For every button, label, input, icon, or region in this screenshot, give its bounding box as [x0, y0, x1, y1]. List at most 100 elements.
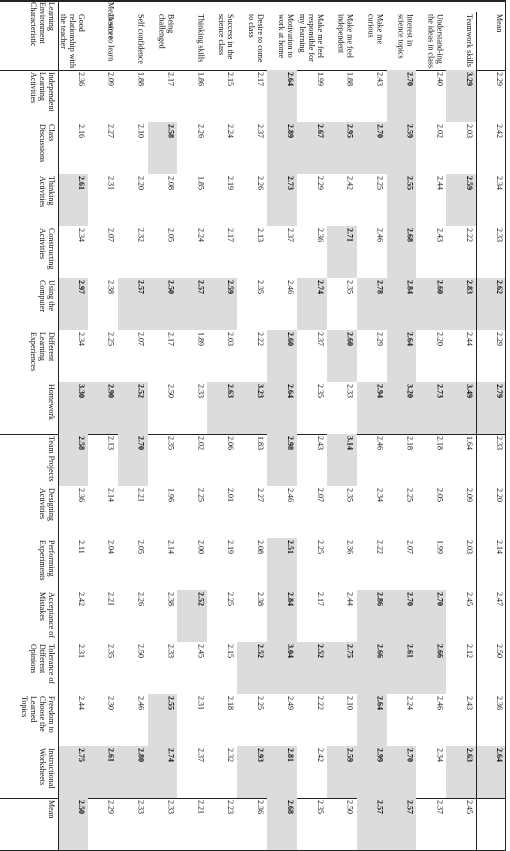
- table-cell: 2.24: [405, 696, 415, 710]
- table-cell: 2.50: [166, 384, 176, 398]
- table-cell: 2.50: [345, 800, 355, 814]
- column-header: Interest in science topics: [396, 14, 415, 59]
- table-cell: 2.90: [87, 382, 118, 434]
- table-cell: 2.60: [326, 330, 357, 382]
- table-cell: 2.26: [136, 592, 146, 606]
- table-cell: 2.46: [285, 488, 295, 502]
- table-cell: 2.33: [166, 800, 176, 814]
- table-cell: 2.29: [375, 332, 385, 346]
- table-cell: 2.17: [256, 72, 266, 86]
- table-cell: 2.14: [106, 488, 116, 502]
- table-cell: 2.57: [117, 278, 148, 330]
- rule: [505, 0, 506, 850]
- table-cell: 1.99: [435, 540, 445, 554]
- table-cell: 2.29: [106, 800, 116, 814]
- column-header: Success in the science class: [217, 14, 236, 60]
- table-cell: 3.04: [267, 642, 297, 694]
- table-cell: 2.18: [435, 436, 445, 450]
- rule: [476, 12, 478, 850]
- column-header: Make me feel independent: [336, 14, 355, 58]
- table-cell: 2.25: [226, 592, 236, 606]
- table-cell: 2.84: [267, 590, 297, 642]
- table-cell: 2.31: [106, 176, 116, 190]
- table-cell: 2.84: [386, 278, 417, 330]
- table-cell: 2.22: [375, 540, 385, 554]
- table-cell: 2.22: [315, 696, 325, 710]
- row-label: Constructing Activities: [38, 228, 56, 270]
- table-cell: 1.85: [196, 176, 206, 190]
- table-cell: 2.52: [296, 642, 327, 694]
- table-cell: 2.02: [435, 124, 445, 138]
- table-cell: 2.46: [285, 280, 295, 294]
- table-cell: 2.59: [446, 174, 477, 226]
- table-cell: 2.19: [226, 176, 236, 190]
- rule: [0, 798, 506, 800]
- table-cell: 2.05: [136, 540, 146, 554]
- table-cell: 2.81: [267, 746, 297, 798]
- table-cell: 2.21: [136, 488, 146, 502]
- table-cell: 3.23: [237, 382, 268, 434]
- table-cell: 2.35: [106, 644, 116, 658]
- table-cell: 2.47: [494, 592, 504, 606]
- table-cell: 2.34: [76, 228, 86, 242]
- table-cell: 2.74: [296, 278, 327, 330]
- table-cell: 2.08: [166, 176, 176, 190]
- table-cell: 1.64: [465, 436, 475, 450]
- table-cell: 2.25: [315, 540, 325, 554]
- table-cell: 2.36: [256, 800, 266, 814]
- row-label: Performing Experiments: [38, 540, 56, 581]
- table-cell: 2.61: [87, 746, 118, 798]
- row-label: Independent Learning Activities: [29, 72, 56, 112]
- table-cell: 2.05: [166, 228, 176, 242]
- table-cell: 2.15: [226, 72, 236, 86]
- table-cell: 3.20: [386, 382, 417, 434]
- table-cell: 2.44: [345, 592, 355, 606]
- table-cell: 2.99: [356, 746, 387, 798]
- table-cell: 2.27: [256, 488, 266, 502]
- table-cell: 2.03: [465, 124, 475, 138]
- column-header: Desire to come to class: [247, 14, 266, 63]
- table-cell: 2.35: [345, 488, 355, 502]
- table-cell: 2.25: [106, 332, 116, 346]
- table-cell: 1.83: [256, 436, 266, 450]
- table-cell: 2.17: [166, 332, 176, 346]
- table-cell: 3.14: [326, 434, 357, 486]
- table-cell: 2.74: [147, 746, 178, 798]
- table-cell: 2.25: [375, 176, 385, 190]
- table-cell: 2.61: [58, 174, 88, 226]
- table-cell: 2.70: [386, 746, 417, 798]
- table-cell: 2.61: [386, 642, 417, 694]
- table-cell: 2.50: [147, 278, 178, 330]
- table-cell: 2.01: [226, 488, 236, 502]
- table-cell: 2.58: [147, 122, 178, 174]
- table-cell: 2.46: [136, 696, 146, 710]
- table-cell: 2.75: [326, 642, 357, 694]
- row-label: Thinking Activities: [38, 176, 56, 208]
- table-cell: 2.22: [256, 332, 266, 346]
- table-cell: 2.07: [405, 540, 415, 554]
- table-cell: 2.42: [494, 124, 504, 138]
- table-cell: 2.13: [106, 436, 116, 450]
- table-cell: 2.25: [405, 488, 415, 502]
- table-cell: 2.36: [76, 72, 86, 86]
- table-cell: 2.52: [117, 382, 148, 434]
- table-cell: 2.06: [226, 436, 236, 450]
- table-cell: 2.86: [356, 590, 387, 642]
- table-cell: 1.96: [166, 488, 176, 502]
- table-cell: 2.09: [465, 488, 475, 502]
- table-cell: 2.70: [386, 70, 417, 122]
- table-cell: 2.33: [494, 436, 504, 450]
- table-cell: 2.42: [76, 592, 86, 606]
- table-cell: 2.34: [435, 748, 445, 762]
- row-label: Tolerance of Different Opinions: [29, 644, 56, 685]
- table-cell: 2.45: [465, 592, 475, 606]
- table-cell: 3.29: [446, 70, 477, 122]
- column-header: Understand-ing the ideas in class: [426, 14, 445, 68]
- table-cell: 1.86: [196, 72, 206, 86]
- table-cell: 2.23: [226, 800, 236, 814]
- row-label: Homework: [47, 384, 56, 420]
- table-cell: 1.89: [196, 332, 206, 346]
- table-cell: 2.55: [147, 694, 178, 746]
- table-cell: 2.17: [166, 72, 176, 86]
